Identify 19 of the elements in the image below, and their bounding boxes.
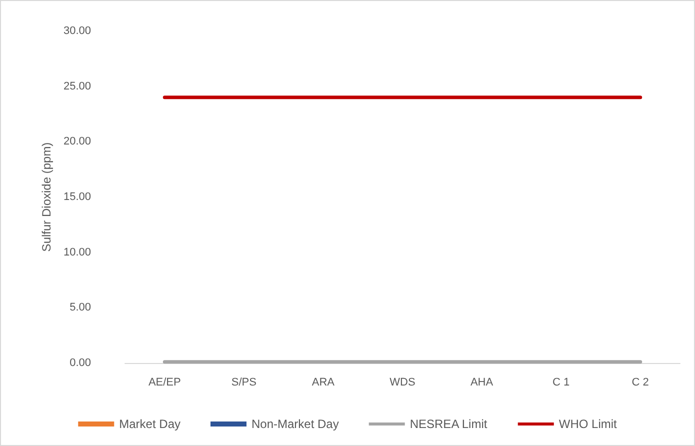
- legend-label: Market Day: [119, 417, 180, 431]
- legend-label: WHO Limit: [558, 417, 618, 431]
- x-tick-label: WDS: [390, 376, 416, 388]
- y-tick-label: 5.00: [70, 302, 91, 314]
- x-tick-label: AE/EP: [148, 376, 181, 388]
- y-tick-label: 30.00: [63, 25, 91, 37]
- y-tick-label: 10.00: [63, 246, 91, 258]
- legend-label: NESREA Limit: [410, 417, 488, 431]
- legend-label: Non-Market Day: [251, 417, 339, 431]
- y-tick-label: 20.00: [63, 136, 91, 148]
- y-axis-title: Sulfur Dioxide (ppm): [40, 142, 54, 252]
- y-tick-label: 25.00: [63, 80, 91, 92]
- y-tick-label: 0.00: [70, 357, 91, 369]
- x-tick-label: ARA: [312, 376, 336, 388]
- x-tick-label: S/PS: [231, 376, 256, 388]
- y-tick-label: 15.00: [63, 191, 91, 203]
- x-tick-label: C 1: [552, 376, 570, 388]
- x-tick-label: C 2: [632, 376, 649, 388]
- x-tick-label: AHA: [470, 376, 494, 388]
